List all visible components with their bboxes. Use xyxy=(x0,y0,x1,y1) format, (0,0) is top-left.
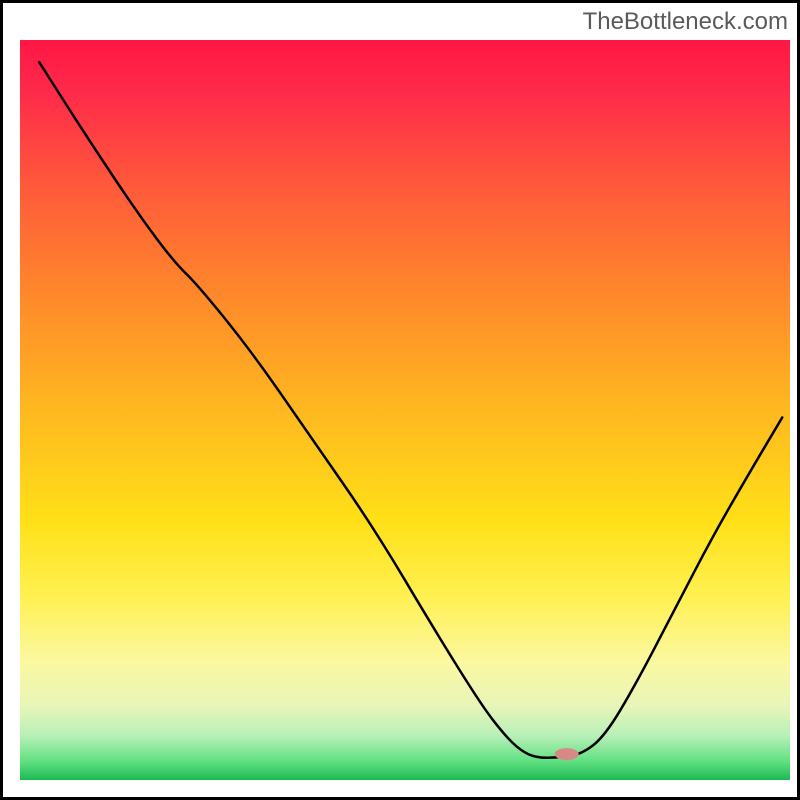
chart-svg xyxy=(0,0,800,800)
chart-background xyxy=(20,40,790,780)
optimum-marker xyxy=(555,748,579,760)
watermark-text: TheBottleneck.com xyxy=(583,8,788,36)
chart-canvas: TheBottleneck.com xyxy=(0,0,800,800)
